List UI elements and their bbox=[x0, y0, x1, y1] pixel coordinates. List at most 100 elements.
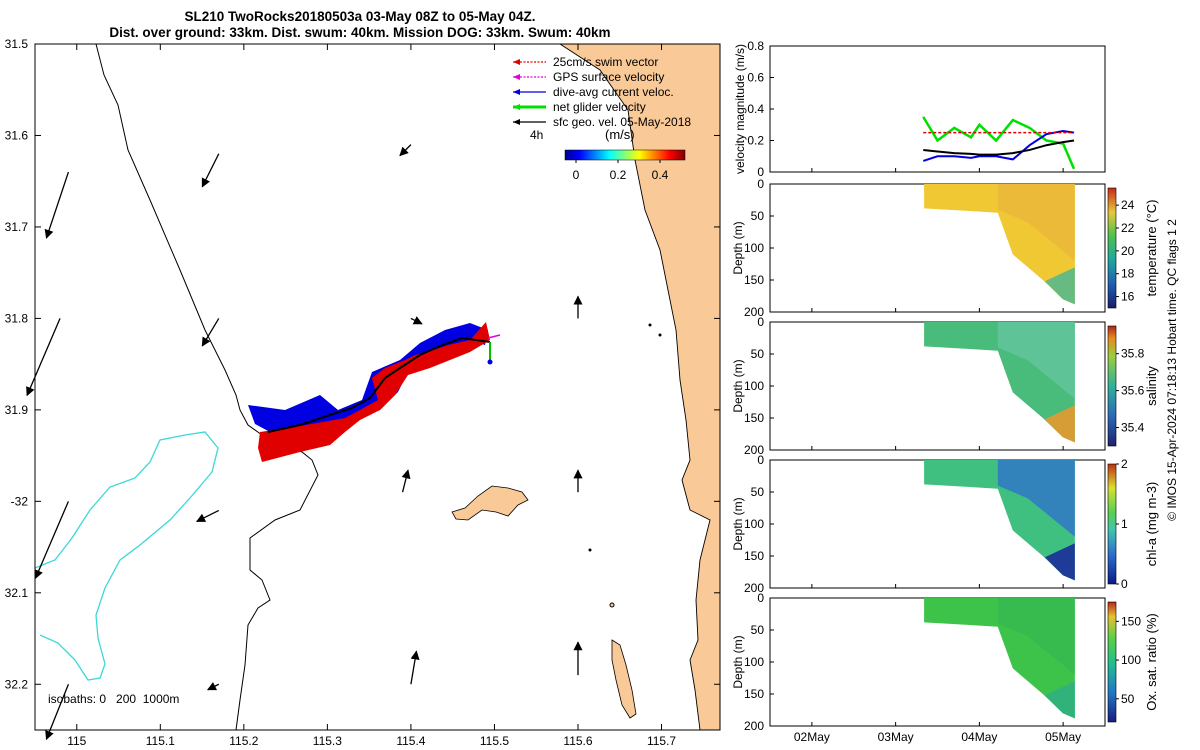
sfc-vector-12 bbox=[206, 682, 220, 691]
legend-label-0: 25cm/s swim vector bbox=[553, 55, 658, 69]
lat-tick-2: 31.7 bbox=[5, 220, 29, 234]
sfc-vector-2 bbox=[399, 144, 412, 157]
legend-label-4: sfc geo. vel. 05-May-2018 bbox=[553, 115, 691, 129]
oxygen-ytick-3: 150 bbox=[744, 687, 764, 701]
vel-ytick-4: 0.8 bbox=[747, 39, 764, 53]
chla-ytick-1: 50 bbox=[751, 485, 765, 499]
chla-panel: 0 50 100 150 200 Depth (m) 0 1 2 chl-a (mg m-3) bbox=[731, 453, 1159, 595]
salinity-ytick-0: 0 bbox=[757, 315, 764, 329]
lat-tick-4: 31.9 bbox=[5, 403, 29, 417]
vel-series-1 bbox=[922, 130, 1075, 162]
speed-cb-tick-2: 0.4 bbox=[652, 168, 669, 182]
isobaths-label: isobaths: 0 200 1000m bbox=[48, 692, 179, 706]
sfc-vector-5 bbox=[410, 316, 423, 325]
oxygen-cbtick-1: 100 bbox=[1121, 653, 1141, 667]
lon-tick-1: 115.1 bbox=[146, 734, 175, 748]
velocity-series bbox=[922, 116, 1076, 170]
oxygen-cbtick-0: 50 bbox=[1121, 692, 1135, 706]
temperature-ytick-4: 200 bbox=[744, 305, 764, 319]
lat-tick-5: -32 bbox=[11, 494, 29, 508]
mainland bbox=[560, 44, 720, 730]
oxygen-ylabel: Depth (m) bbox=[731, 635, 745, 688]
velocity-axis-ticks: 0 0.2 0.4 0.6 0.8 bbox=[747, 39, 1064, 179]
speed-colorbar-ticks: 0 0.2 0.4 bbox=[573, 160, 669, 182]
temperature-cbtick-3: 22 bbox=[1121, 221, 1135, 235]
oxygen-ytick-4: 200 bbox=[744, 719, 764, 733]
oxygen-cblabel: Ox. sat. ratio (%) bbox=[1144, 613, 1159, 711]
time-tick-1: 03May bbox=[878, 730, 914, 744]
salinity-cbtick-0: 35.4 bbox=[1121, 421, 1145, 435]
dive-avg-current-band bbox=[248, 323, 488, 432]
lat-tick-1: 31.6 bbox=[5, 128, 29, 142]
sfc-vector-11 bbox=[45, 684, 70, 741]
sfc-vector-1 bbox=[201, 153, 220, 188]
vel-ytick-0: 0 bbox=[757, 165, 764, 179]
sfc-vector-3 bbox=[26, 318, 61, 397]
chla-ytick-3: 150 bbox=[744, 549, 764, 563]
surface-geostrophic-vectors bbox=[26, 144, 583, 741]
temperature-cbtick-4: 24 bbox=[1121, 198, 1135, 212]
lon-tick-2: 115.2 bbox=[229, 734, 258, 748]
chla-ytick-2: 100 bbox=[744, 517, 764, 531]
lat-tick-0: 31.5 bbox=[5, 37, 29, 51]
map-axis-ticks: 31.5 31.6 31.7 31.8 31.9 -32 32.1 32.2 115 115.1 1… bbox=[5, 37, 720, 748]
salinity-ylabel: Depth (m) bbox=[731, 359, 745, 412]
title-line-1: SL210 TwoRocks20180503a 03-May 08Z to 05… bbox=[184, 9, 536, 24]
legend-label-3: net glider velocity bbox=[553, 100, 646, 114]
time-tick-3: 05May bbox=[1045, 730, 1081, 744]
garden-island bbox=[611, 639, 637, 719]
temperature-ytick-2: 100 bbox=[744, 241, 764, 255]
salinity-ytick-4: 200 bbox=[744, 443, 764, 457]
title-line-2: Dist. over ground: 33km. Dist. swum: 40k… bbox=[109, 25, 611, 40]
salinity-panel: 0 50 100 150 200 Depth (m) 35.4 35.6 35.8 salinit… bbox=[731, 315, 1159, 457]
salinity-colorbar bbox=[1107, 325, 1117, 447]
velocity-ylabel: velocity magnitude (m/s) bbox=[733, 44, 747, 174]
sfc-vector-7 bbox=[34, 501, 70, 580]
salinity-cbtick-2: 35.8 bbox=[1121, 347, 1145, 361]
temperature-ytick-3: 150 bbox=[744, 273, 764, 287]
sfc-vector-9 bbox=[401, 469, 411, 493]
vel-ytick-3: 0.6 bbox=[747, 71, 764, 85]
sfc-vector-8 bbox=[195, 509, 220, 523]
temperature-ylabel: Depth (m) bbox=[731, 221, 745, 274]
chla-ytick-4: 200 bbox=[744, 581, 764, 595]
glider-track bbox=[267, 336, 491, 433]
map-panel bbox=[34, 43, 720, 731]
legend-label-1: GPS surface velocity bbox=[553, 70, 664, 84]
time-tick-0: 02May bbox=[794, 730, 830, 744]
temperature-cbtick-2: 20 bbox=[1121, 244, 1135, 258]
time-tick-2: 04May bbox=[961, 730, 997, 744]
speed-colorbar bbox=[564, 149, 686, 161]
oxygen-ytick-1: 50 bbox=[751, 623, 765, 637]
chla-cbtick-2: 2 bbox=[1121, 457, 1128, 471]
salinity-cblabel: salinity bbox=[1144, 366, 1159, 406]
lon-tick-4: 115.4 bbox=[396, 734, 425, 748]
imos-credit: © IMOS 15-Apr-2024 07:18:13 Hobart time.… bbox=[1165, 219, 1179, 521]
lon-tick-5: 115.5 bbox=[480, 734, 509, 748]
temperature-cbtick-0: 16 bbox=[1121, 290, 1135, 304]
vel-series-3 bbox=[923, 139, 1075, 156]
chla-colorbar bbox=[1107, 463, 1117, 585]
salinity-ytick-1: 50 bbox=[751, 347, 765, 361]
colorbar-unit: (m/s) bbox=[605, 127, 635, 142]
coastline bbox=[559, 43, 711, 731]
swim-vector-band bbox=[258, 322, 490, 462]
salinity-ytick-2: 100 bbox=[744, 379, 764, 393]
temperature-cblabel: temperature (°C) bbox=[1144, 200, 1159, 297]
oxygen-colorbar bbox=[1107, 601, 1117, 723]
chla-ylabel: Depth (m) bbox=[731, 497, 745, 550]
vel-ytick-2: 0.4 bbox=[747, 102, 764, 116]
chla-cblabel: chl-a (mg m-3) bbox=[1144, 482, 1159, 567]
sfc-vector-13 bbox=[410, 650, 420, 685]
lat-tick-3: 31.8 bbox=[5, 311, 29, 325]
lon-tick-3: 115.3 bbox=[313, 734, 342, 748]
sfc-vector-0 bbox=[44, 171, 70, 239]
oxygen-cbtick-2: 150 bbox=[1121, 614, 1141, 628]
salinity-cbtick-1: 35.6 bbox=[1121, 384, 1145, 398]
temperature-cbtick-1: 18 bbox=[1121, 267, 1135, 281]
isobath-0 bbox=[95, 43, 319, 731]
velocity-panel: 0 0.2 0.4 0.6 0.8 velocity magnitude (m/s) bbox=[733, 39, 1106, 179]
chla-ytick-0: 0 bbox=[757, 453, 764, 467]
